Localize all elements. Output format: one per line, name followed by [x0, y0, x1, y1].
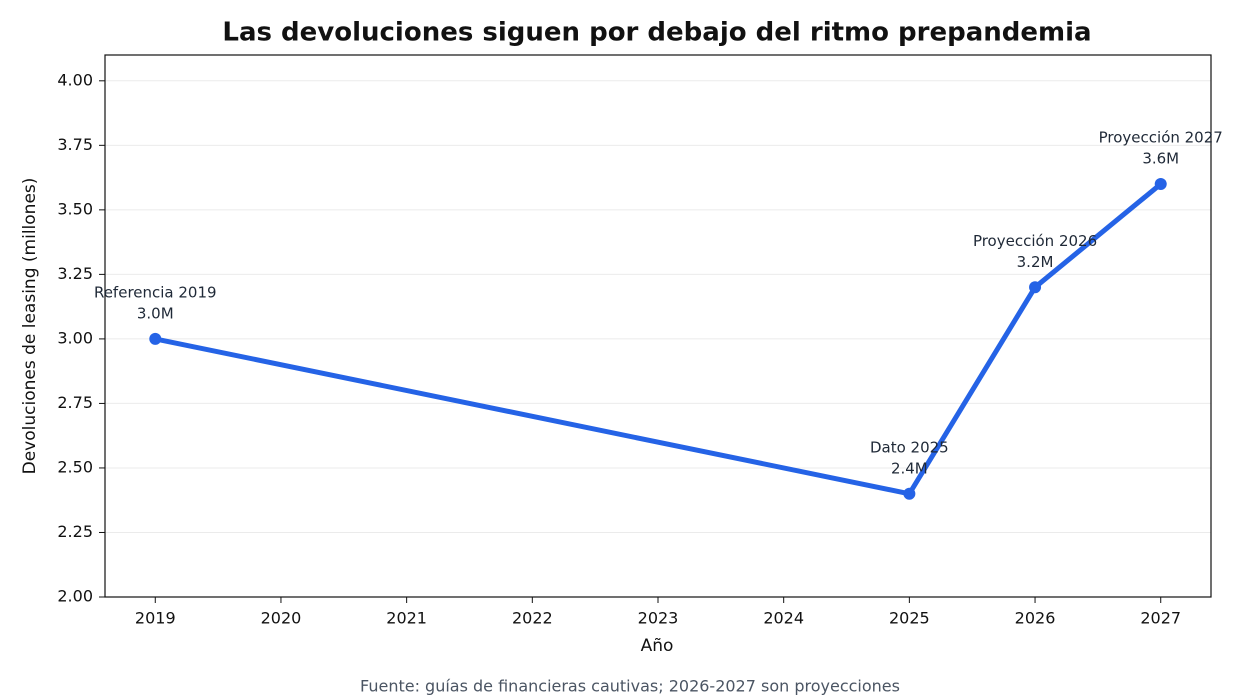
chart-title: Las devoluciones siguen por debajo del r… — [222, 18, 1091, 48]
x-tick-label: 2024 — [763, 609, 804, 628]
data-point — [1029, 281, 1042, 294]
x-tick-label: 2027 — [1140, 609, 1181, 628]
x-tick-label: 2026 — [1015, 609, 1056, 628]
value-label: 3.2M — [1017, 253, 1054, 271]
data-line — [154, 182, 1163, 497]
y-tick-label: 2.00 — [57, 587, 93, 606]
y-tick-label: 4.00 — [57, 70, 93, 89]
data-point — [1154, 178, 1167, 191]
y-tick-label: 2.25 — [57, 522, 93, 541]
data-point — [903, 487, 916, 500]
value-label: 3.6M — [1142, 150, 1179, 168]
point-label: Dato 2025 — [870, 438, 949, 456]
x-tick-label: 2019 — [135, 609, 176, 628]
y-tick-label: 3.50 — [57, 199, 93, 218]
point-label: Proyección 2026 — [973, 232, 1097, 250]
x-tick-label: 2022 — [512, 609, 553, 628]
x-tick-label: 2020 — [261, 609, 302, 628]
point-label: Proyección 2027 — [1099, 129, 1223, 147]
y-tick-label: 3.00 — [57, 328, 93, 347]
y-tick-label: 3.25 — [57, 264, 93, 283]
point-label: Referencia 2019 — [94, 283, 217, 301]
y-tick-label: 2.75 — [57, 393, 93, 412]
value-label: 2.4M — [891, 459, 928, 477]
plot-frame — [104, 54, 1212, 598]
x-tick-label: 2025 — [889, 609, 930, 628]
value-label: 3.0M — [137, 304, 174, 322]
x-axis-label: Año — [641, 636, 674, 656]
y-tick-label: 2.50 — [57, 457, 93, 476]
x-tick-label: 2023 — [638, 609, 679, 628]
y-tick-label: 3.75 — [57, 135, 93, 154]
data-point — [149, 332, 162, 345]
x-tick-label: 2021 — [386, 609, 427, 628]
source-note: Fuente: guías de financieras cautivas; 2… — [360, 677, 900, 696]
y-axis-label: Devoluciones de leasing (millones) — [20, 178, 40, 475]
